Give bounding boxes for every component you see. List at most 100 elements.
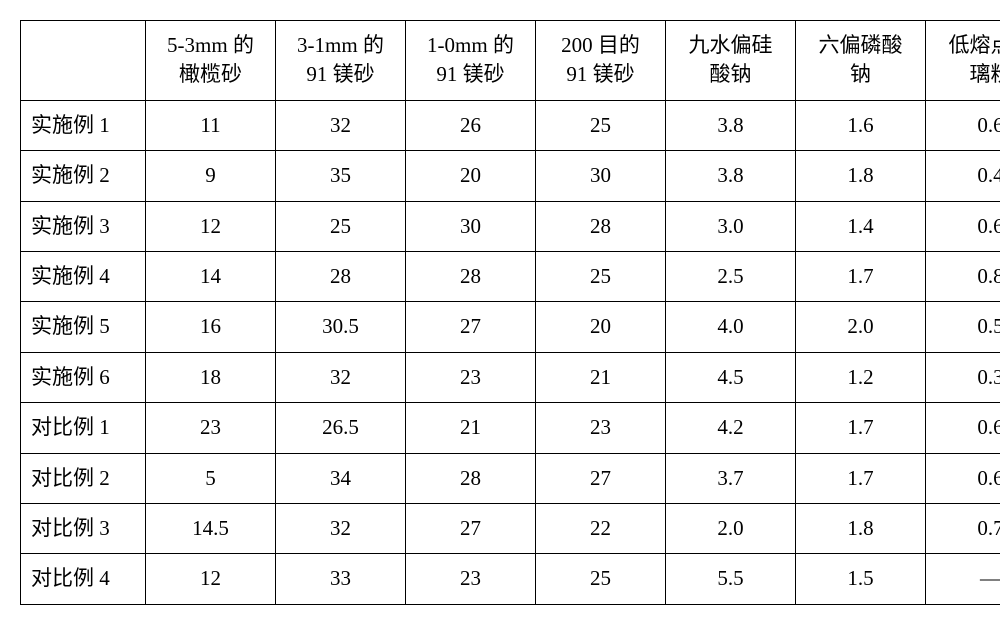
cell: 3.8: [666, 100, 796, 150]
header-col-1-line2: 橄榄砂: [179, 62, 242, 86]
cell: 14.5: [146, 503, 276, 553]
header-col-7: 低熔点玻 璃粉: [926, 21, 1000, 101]
row-label: 实施例 3: [21, 201, 146, 251]
cell: 32: [276, 100, 406, 150]
table-row: 实施例 5 16 30.5 27 20 4.0 2.0 0.5: [21, 302, 1000, 352]
cell: 28: [406, 251, 536, 301]
cell: 21: [536, 352, 666, 402]
header-col-4-line2: 91 镁砂: [566, 62, 634, 86]
cell: 12: [146, 201, 276, 251]
row-label: 对比例 3: [21, 503, 146, 553]
cell: 25: [276, 201, 406, 251]
cell: 1.4: [796, 201, 926, 251]
cell: 3.7: [666, 453, 796, 503]
cell: 27: [536, 453, 666, 503]
cell: 26: [406, 100, 536, 150]
cell: 0.6: [926, 403, 1000, 453]
row-label: 对比例 1: [21, 403, 146, 453]
cell: 0.6: [926, 201, 1000, 251]
cell: 5.5: [666, 554, 796, 604]
cell: 34: [276, 453, 406, 503]
cell: 1.7: [796, 403, 926, 453]
cell: —: [926, 554, 1000, 604]
cell: 2.0: [666, 503, 796, 553]
header-col-7-line2: 璃粉: [970, 62, 1000, 86]
cell: 21: [406, 403, 536, 453]
cell: 20: [536, 302, 666, 352]
cell: 30.5: [276, 302, 406, 352]
cell: 0.4: [926, 151, 1000, 201]
cell: 32: [276, 352, 406, 402]
cell: 23: [536, 403, 666, 453]
cell: 25: [536, 100, 666, 150]
header-col-2-line2: 91 镁砂: [306, 62, 374, 86]
cell: 0.5: [926, 302, 1000, 352]
table-row: 对比例 4 12 33 23 25 5.5 1.5 —: [21, 554, 1000, 604]
cell: 27: [406, 503, 536, 553]
cell: 23: [146, 403, 276, 453]
cell: 4.0: [666, 302, 796, 352]
header-col-3-line1: 1-0mm 的: [427, 33, 514, 57]
table-body: 实施例 1 11 32 26 25 3.8 1.6 0.6 实施例 2 9 35…: [21, 100, 1000, 604]
cell: 1.5: [796, 554, 926, 604]
cell: 1.2: [796, 352, 926, 402]
header-col-4: 200 目的 91 镁砂: [536, 21, 666, 101]
header-col-2: 3-1mm 的 91 镁砂: [276, 21, 406, 101]
table-row: 实施例 3 12 25 30 28 3.0 1.4 0.6: [21, 201, 1000, 251]
cell: 3.8: [666, 151, 796, 201]
cell: 30: [536, 151, 666, 201]
table-row: 对比例 3 14.5 32 27 22 2.0 1.8 0.7: [21, 503, 1000, 553]
row-label: 实施例 2: [21, 151, 146, 201]
cell: 35: [276, 151, 406, 201]
header-empty: [21, 21, 146, 101]
cell: 1.7: [796, 251, 926, 301]
cell: 26.5: [276, 403, 406, 453]
cell: 23: [406, 554, 536, 604]
row-label: 对比例 2: [21, 453, 146, 503]
cell: 14: [146, 251, 276, 301]
row-label: 实施例 5: [21, 302, 146, 352]
cell: 32: [276, 503, 406, 553]
table-row: 实施例 6 18 32 23 21 4.5 1.2 0.3: [21, 352, 1000, 402]
cell: 2.0: [796, 302, 926, 352]
cell: 1.8: [796, 503, 926, 553]
row-label: 对比例 4: [21, 554, 146, 604]
table-row: 实施例 4 14 28 28 25 2.5 1.7 0.8: [21, 251, 1000, 301]
row-label: 实施例 6: [21, 352, 146, 402]
cell: 27: [406, 302, 536, 352]
header-col-1-line1: 5-3mm 的: [167, 33, 254, 57]
cell: 28: [406, 453, 536, 503]
header-col-6: 六偏磷酸 钠: [796, 21, 926, 101]
cell: 3.0: [666, 201, 796, 251]
cell: 28: [276, 251, 406, 301]
cell: 2.5: [666, 251, 796, 301]
cell: 28: [536, 201, 666, 251]
cell: 0.7: [926, 503, 1000, 553]
cell: 20: [406, 151, 536, 201]
cell: 9: [146, 151, 276, 201]
cell: 12: [146, 554, 276, 604]
cell: 5: [146, 453, 276, 503]
row-label: 实施例 1: [21, 100, 146, 150]
header-col-5-line1: 九水偏硅: [689, 33, 773, 57]
header-col-4-line1: 200 目的: [561, 33, 640, 57]
cell: 0.6: [926, 100, 1000, 150]
header-col-6-line2: 钠: [850, 62, 871, 86]
cell: 1.8: [796, 151, 926, 201]
cell: 18: [146, 352, 276, 402]
header-col-5: 九水偏硅 酸钠: [666, 21, 796, 101]
header-col-3: 1-0mm 的 91 镁砂: [406, 21, 536, 101]
header-col-7-line1: 低熔点玻: [949, 33, 1000, 57]
table-row: 对比例 2 5 34 28 27 3.7 1.7 0.6: [21, 453, 1000, 503]
cell: 23: [406, 352, 536, 402]
cell: 4.2: [666, 403, 796, 453]
table-row: 实施例 2 9 35 20 30 3.8 1.8 0.4: [21, 151, 1000, 201]
row-label: 实施例 4: [21, 251, 146, 301]
cell: 1.6: [796, 100, 926, 150]
header-col-6-line1: 六偏磷酸: [819, 33, 903, 57]
header-row: 5-3mm 的 橄榄砂 3-1mm 的 91 镁砂 1-0mm 的 91 镁砂 …: [21, 21, 1000, 101]
header-col-5-line2: 酸钠: [710, 62, 752, 86]
cell: 0.3: [926, 352, 1000, 402]
header-col-2-line1: 3-1mm 的: [297, 33, 384, 57]
cell: 1.7: [796, 453, 926, 503]
